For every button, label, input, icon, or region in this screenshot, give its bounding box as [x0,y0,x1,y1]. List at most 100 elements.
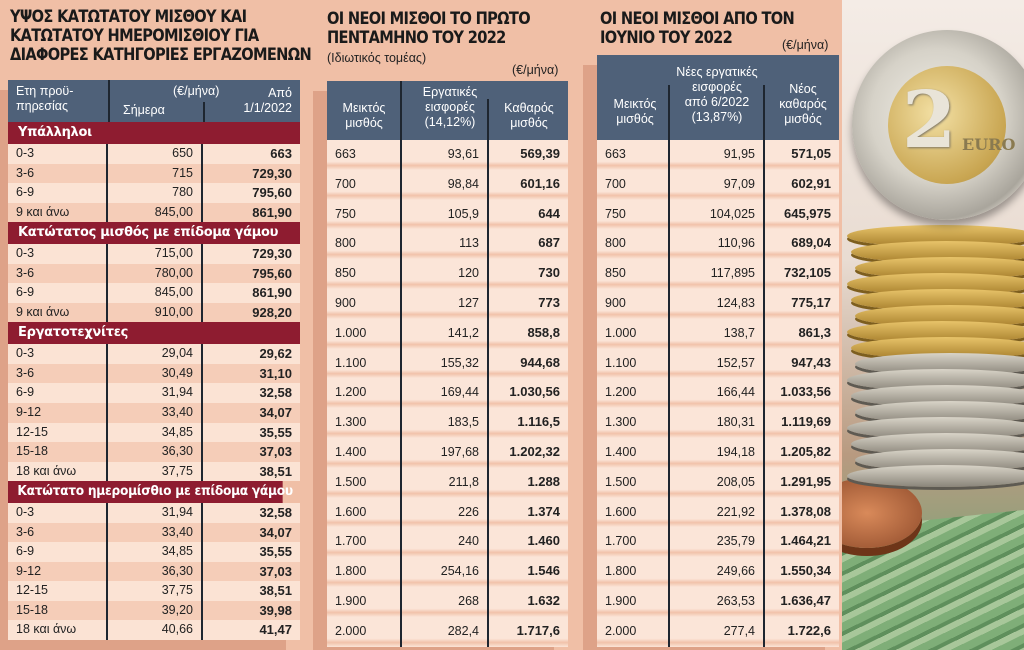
row-value-cell: 117,895 [670,259,765,289]
row-label-cell: 800 [327,229,402,260]
row-value-cell: 91,95 [670,140,765,170]
coin-lettering: EURO [962,135,1016,154]
row-label-cell: 9-12 [8,403,108,423]
row-result-cell: 861,90 [252,285,292,301]
row-result-cell: 773 [538,294,560,310]
left-title-line: ΚΑΤΩΤΑΤΟΥ ΗΜΕΡΟΜΙΣΘΙΟΥ ΓΙΑ [10,26,259,46]
right-unit: (€/μήνα) [782,38,829,52]
row-label-cell: 18 και άνω [8,620,108,641]
section-header: Εργατοτεχνίτες [8,322,300,345]
table-row: 12-15 37,75 38,51 [8,581,300,601]
row-label-cell: 1.800 [327,557,402,587]
row-value-cell: 155,32 [402,348,489,379]
row-value-cell: 138,7 [670,318,765,349]
row-value-cell: 169,44 [402,378,489,409]
table-header: Ετη προϋ- πηρεσίας (€/μήνα) Σήμερα Από 1… [8,80,300,122]
table-header: Μεικτός μισθός Εργατικές εισφορές (14,12… [327,81,568,140]
row-value-cell: 127 [402,288,489,319]
row-value-cell: 34,85 [108,422,203,443]
row-value-cell: 33,40 [108,403,203,423]
row-label-cell: 3-6 [8,163,108,184]
row-label-cell: 15-18 [8,442,108,462]
row-label-cell: 750 [597,199,670,230]
row-result-cell: 601,16 [520,175,560,191]
row-label-cell: 1.700 [597,527,670,558]
row-result-cell: 732,105 [784,265,831,281]
row-label-cell: 9 και άνω [8,302,108,323]
row-result-cell: 1.116,5 [517,414,560,430]
row-label-cell: 663 [597,140,670,170]
right-title-line: ΙΟΥΝΙΟ ΤΟΥ 2022 [600,28,733,48]
row-value-cell: 650 [108,144,203,164]
table-row: 1.800 254,16 1.546 [327,557,568,587]
row-value-cell: 715,00 [108,244,203,264]
row-value-cell: 780,00 [108,263,203,284]
row-value-cell: 282,4 [402,616,489,647]
table-row: 3-6 715 729,30 [8,163,300,184]
table-row: 1.700 235,79 1.464,21 [597,527,839,558]
row-value-cell: 226 [402,497,489,528]
row-label-cell: 1.000 [597,318,670,349]
table-row: 1.100 155,32 944,68 [327,348,568,379]
row-value-cell: 277,4 [670,616,765,647]
middle-unit: (€/μήνα) [512,63,559,77]
row-value-cell: 36,30 [108,561,203,582]
table-header: Μεικτός μισθός Νέες εργατικές εισφορές α… [597,55,839,140]
row-label-cell: 3-6 [8,363,108,384]
table-row: 1.900 268 1.632 [327,586,568,617]
row-value-cell: 141,2 [402,318,489,349]
row-value-cell: 29,04 [108,344,203,364]
right-title-line: ΟΙ ΝΕΟΙ ΜΙΣΘΟΙ ΑΠΟ ΤΟΝ [600,9,795,29]
row-value-cell: 33,40 [108,522,203,543]
row-value-cell: 845,00 [108,283,203,303]
row-label-cell: 3-6 [8,522,108,543]
row-label-cell: 900 [327,288,402,319]
table-row: 0-3 29,04 29,62 [8,344,300,364]
row-value-cell: 93,61 [402,140,489,170]
row-result-cell: 795,60 [252,265,292,281]
table-row: 1.700 240 1.460 [327,527,568,558]
row-label-cell: 9 και άνω [8,202,108,223]
row-label-cell: 1.200 [597,378,670,409]
row-result-cell: 34,07 [259,405,292,421]
table-row: 1.600 221,92 1.378,08 [597,497,839,528]
table-row: 9-12 33,40 34,07 [8,403,300,423]
row-label-cell: 1.300 [597,408,670,438]
table-row: 6-9 780 795,60 [8,183,300,203]
row-value-cell: 780 [108,183,203,203]
row-label-cell: 15-18 [8,600,108,621]
row-result-cell: 35,55 [259,424,292,440]
row-value-cell: 124,83 [670,288,765,319]
row-label-cell: 6-9 [8,383,108,404]
table-row: 9 και άνω 845,00 861,90 [8,202,300,223]
row-value-cell: 235,79 [670,527,765,558]
row-value-cell: 183,5 [402,408,489,438]
header-experience: Ετη προϋ- πηρεσίας [16,84,74,113]
header-gross: Μεικτός μισθός [342,101,386,130]
row-result-cell: 1.119,69 [781,414,831,430]
row-label-cell: 1.100 [597,348,670,379]
first-five-months-table: Μεικτός μισθός Εργατικές εισφορές (14,12… [327,81,568,647]
row-value-cell: 30,49 [108,363,203,384]
row-value-cell: 221,92 [670,497,765,528]
row-result-cell: 38,51 [259,463,292,479]
row-result-cell: 32,58 [259,385,292,401]
header-net: Νέος καθαρός μισθός [779,82,827,126]
row-label-cell: 1.100 [327,348,402,379]
table-row: 1.500 211,8 1.288 [327,467,568,498]
table-row: 2.000 277,4 1.722,6 [597,616,839,647]
header-today: Σήμερα [123,103,165,117]
row-value-cell: 31,94 [108,383,203,404]
row-value-cell: 715 [108,163,203,184]
row-label-cell: 900 [597,288,670,319]
row-result-cell: 729,30 [252,165,292,181]
row-value-cell: 845,00 [108,202,203,223]
row-label-cell: 1.300 [327,408,402,438]
row-value-cell: 240 [402,527,489,558]
row-result-cell: 730 [538,265,560,281]
row-result-cell: 1.033,56 [780,384,831,400]
row-result-cell: 31,10 [259,365,292,381]
row-result-cell: 1.460 [527,533,560,549]
row-value-cell: 34,85 [108,542,203,562]
table-row: 1.200 166,44 1.033,56 [597,378,839,409]
